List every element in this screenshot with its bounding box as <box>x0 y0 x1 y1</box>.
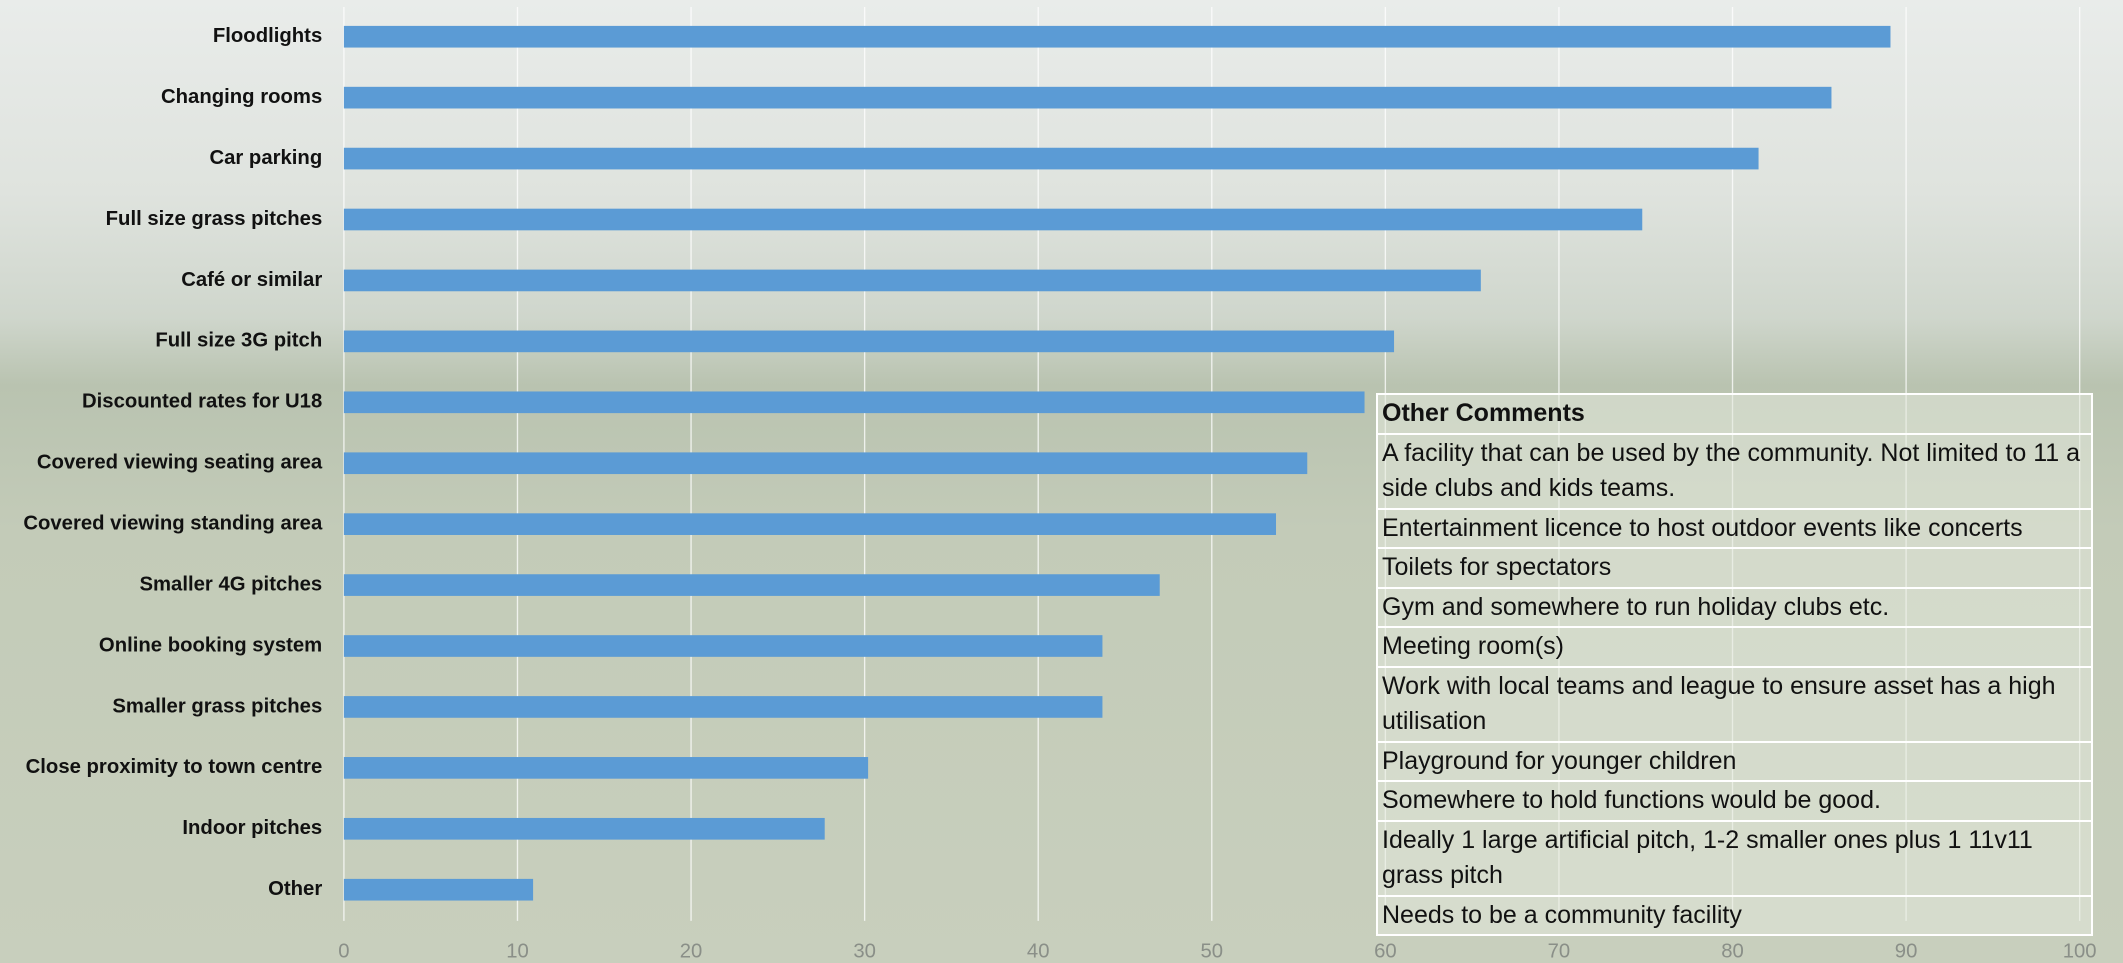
page: 0 10 20 30 40 50 60 70 80 90 100 Floodlights Changin… <box>0 0 2123 963</box>
bar <box>344 818 825 840</box>
x-tick-label: 40 <box>1027 940 1050 962</box>
bar <box>344 87 1832 109</box>
y-tick-label: Changing rooms <box>161 86 322 108</box>
y-tick-label: Discounted rates for U18 <box>82 391 322 413</box>
y-tick-label: Close proximity to town centre <box>26 756 323 778</box>
comment-text: Needs to be a community facility <box>1377 896 2092 936</box>
y-tick-label: Café or similar <box>181 269 322 291</box>
comment-row: Somewhere to hold functions would be goo… <box>1377 781 2092 821</box>
bar <box>344 513 1276 535</box>
comment-text: Gym and somewhere to run holiday clubs e… <box>1377 588 2092 628</box>
y-tick-label: Covered viewing standing area <box>23 513 323 535</box>
comment-text: Playground for younger children <box>1377 742 2092 782</box>
bar <box>344 757 868 779</box>
x-tick-label: 30 <box>853 940 876 962</box>
x-tick-label: 10 <box>506 940 529 962</box>
comment-text: Ideally 1 large artificial pitch, 1-2 sm… <box>1377 821 2092 896</box>
comment-row: A facility that can be used by the commu… <box>1377 434 2092 509</box>
bar <box>344 148 1759 170</box>
comment-row: Work with local teams and league to ensu… <box>1377 667 2092 742</box>
y-tick-label: Car parking <box>209 147 322 169</box>
comment-row: Gym and somewhere to run holiday clubs e… <box>1377 588 2092 628</box>
y-tick-label: Full size 3G pitch <box>155 330 322 352</box>
bar <box>344 635 1103 657</box>
comment-text: Meeting room(s) <box>1377 627 2092 667</box>
comment-row: Ideally 1 large artificial pitch, 1-2 sm… <box>1377 821 2092 896</box>
comment-row: Playground for younger children <box>1377 742 2092 782</box>
x-tick-label: 60 <box>1374 940 1397 962</box>
bar <box>344 452 1307 474</box>
y-tick-label: Other <box>268 878 322 900</box>
bar <box>344 879 533 901</box>
comment-row: Toilets for spectators <box>1377 548 2092 588</box>
y-tick-label: Covered viewing seating area <box>37 452 323 474</box>
comment-row: Entertainment licence to host outdoor ev… <box>1377 509 2092 549</box>
x-tick-label: 50 <box>1200 940 1223 962</box>
bar <box>344 574 1160 596</box>
comment-text: Somewhere to hold functions would be goo… <box>1377 781 2092 821</box>
comment-row: Meeting room(s) <box>1377 627 2092 667</box>
y-tick-label: Floodlights <box>213 25 322 47</box>
comment-row: Needs to be a community facility <box>1377 896 2092 936</box>
comments-body: A facility that can be used by the commu… <box>1377 434 2092 936</box>
y-tick-label: Full size grass pitches <box>106 208 323 230</box>
bar <box>344 209 1642 231</box>
x-tick-label: 90 <box>1895 940 1918 962</box>
bar <box>344 26 1891 48</box>
bar <box>344 270 1481 292</box>
bar <box>344 331 1394 353</box>
comment-text: Work with local teams and league to ensu… <box>1377 667 2092 742</box>
comment-text: Toilets for spectators <box>1377 548 2092 588</box>
comments-header-row: Other Comments <box>1377 394 2092 434</box>
x-tick-label: 100 <box>2063 940 2097 962</box>
comments-table: Other Comments A facility that can be us… <box>1376 393 2093 936</box>
x-tick-label: 20 <box>680 940 703 962</box>
y-tick-label: Indoor pitches <box>182 817 322 839</box>
comment-text: Entertainment licence to host outdoor ev… <box>1377 509 2092 549</box>
bar <box>344 696 1103 718</box>
x-tick-label: 0 <box>338 940 349 962</box>
y-tick-label: Smaller 4G pitches <box>139 573 322 595</box>
comments-title: Other Comments <box>1377 394 2092 434</box>
y-tick-label: Smaller grass pitches <box>112 695 322 717</box>
bar <box>344 391 1365 413</box>
comment-text: A facility that can be used by the commu… <box>1377 434 2092 509</box>
y-tick-label: Online booking system <box>99 634 322 656</box>
x-tick-label: 70 <box>1548 940 1571 962</box>
x-tick-label: 80 <box>1721 940 1744 962</box>
